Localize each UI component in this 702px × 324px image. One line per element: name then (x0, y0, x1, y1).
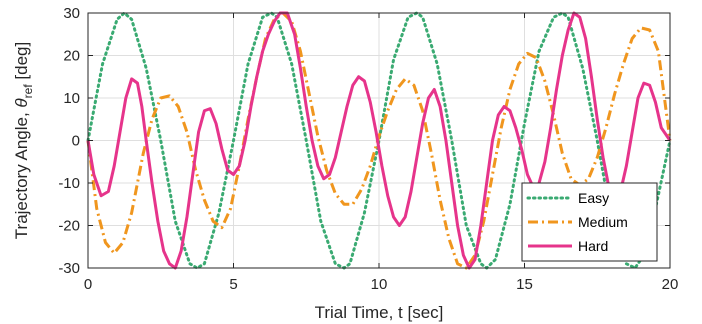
x-tick-label: 5 (229, 276, 237, 293)
y-tick-label: -10 (58, 175, 80, 192)
legend: Easy Medium Hard (521, 182, 658, 262)
legend-label-easy: Easy (578, 190, 609, 206)
x-axis-label: Trial Time, t [sec] (315, 303, 444, 322)
legend-label-medium: Medium (578, 214, 628, 230)
series-line-medium (86, 11, 672, 270)
y-tick-label: 0 (72, 133, 80, 150)
y-tick-label: -20 (58, 218, 80, 235)
y-axis-label-symbol: θ (12, 98, 31, 108)
x-tick-label: 20 (662, 276, 679, 293)
series-layer (86, 11, 672, 270)
legend-label-hard: Hard (578, 238, 608, 254)
y-tick-label: 20 (63, 48, 80, 65)
x-tick-label: 10 (371, 276, 388, 293)
y-axis-label-main: Trajectory Angle, (12, 108, 31, 240)
y-axis-label-unit: [deg] (12, 42, 31, 85)
y-tick-label: -30 (58, 260, 80, 277)
x-tick-label: 15 (516, 276, 533, 293)
y-tick-label: 10 (63, 90, 80, 107)
series-line-hard (86, 11, 672, 270)
x-tick-label: 0 (84, 276, 92, 293)
legend-box (521, 182, 658, 262)
y-axis-label: Trajectory Angle, θref [deg] (12, 42, 35, 239)
axis-ticks: 0 5 10 15 20 -30 -20 -10 0 10 20 30 (58, 5, 678, 293)
y-axis-label-subscript: ref (21, 84, 35, 99)
y-tick-label: 30 (63, 5, 80, 22)
